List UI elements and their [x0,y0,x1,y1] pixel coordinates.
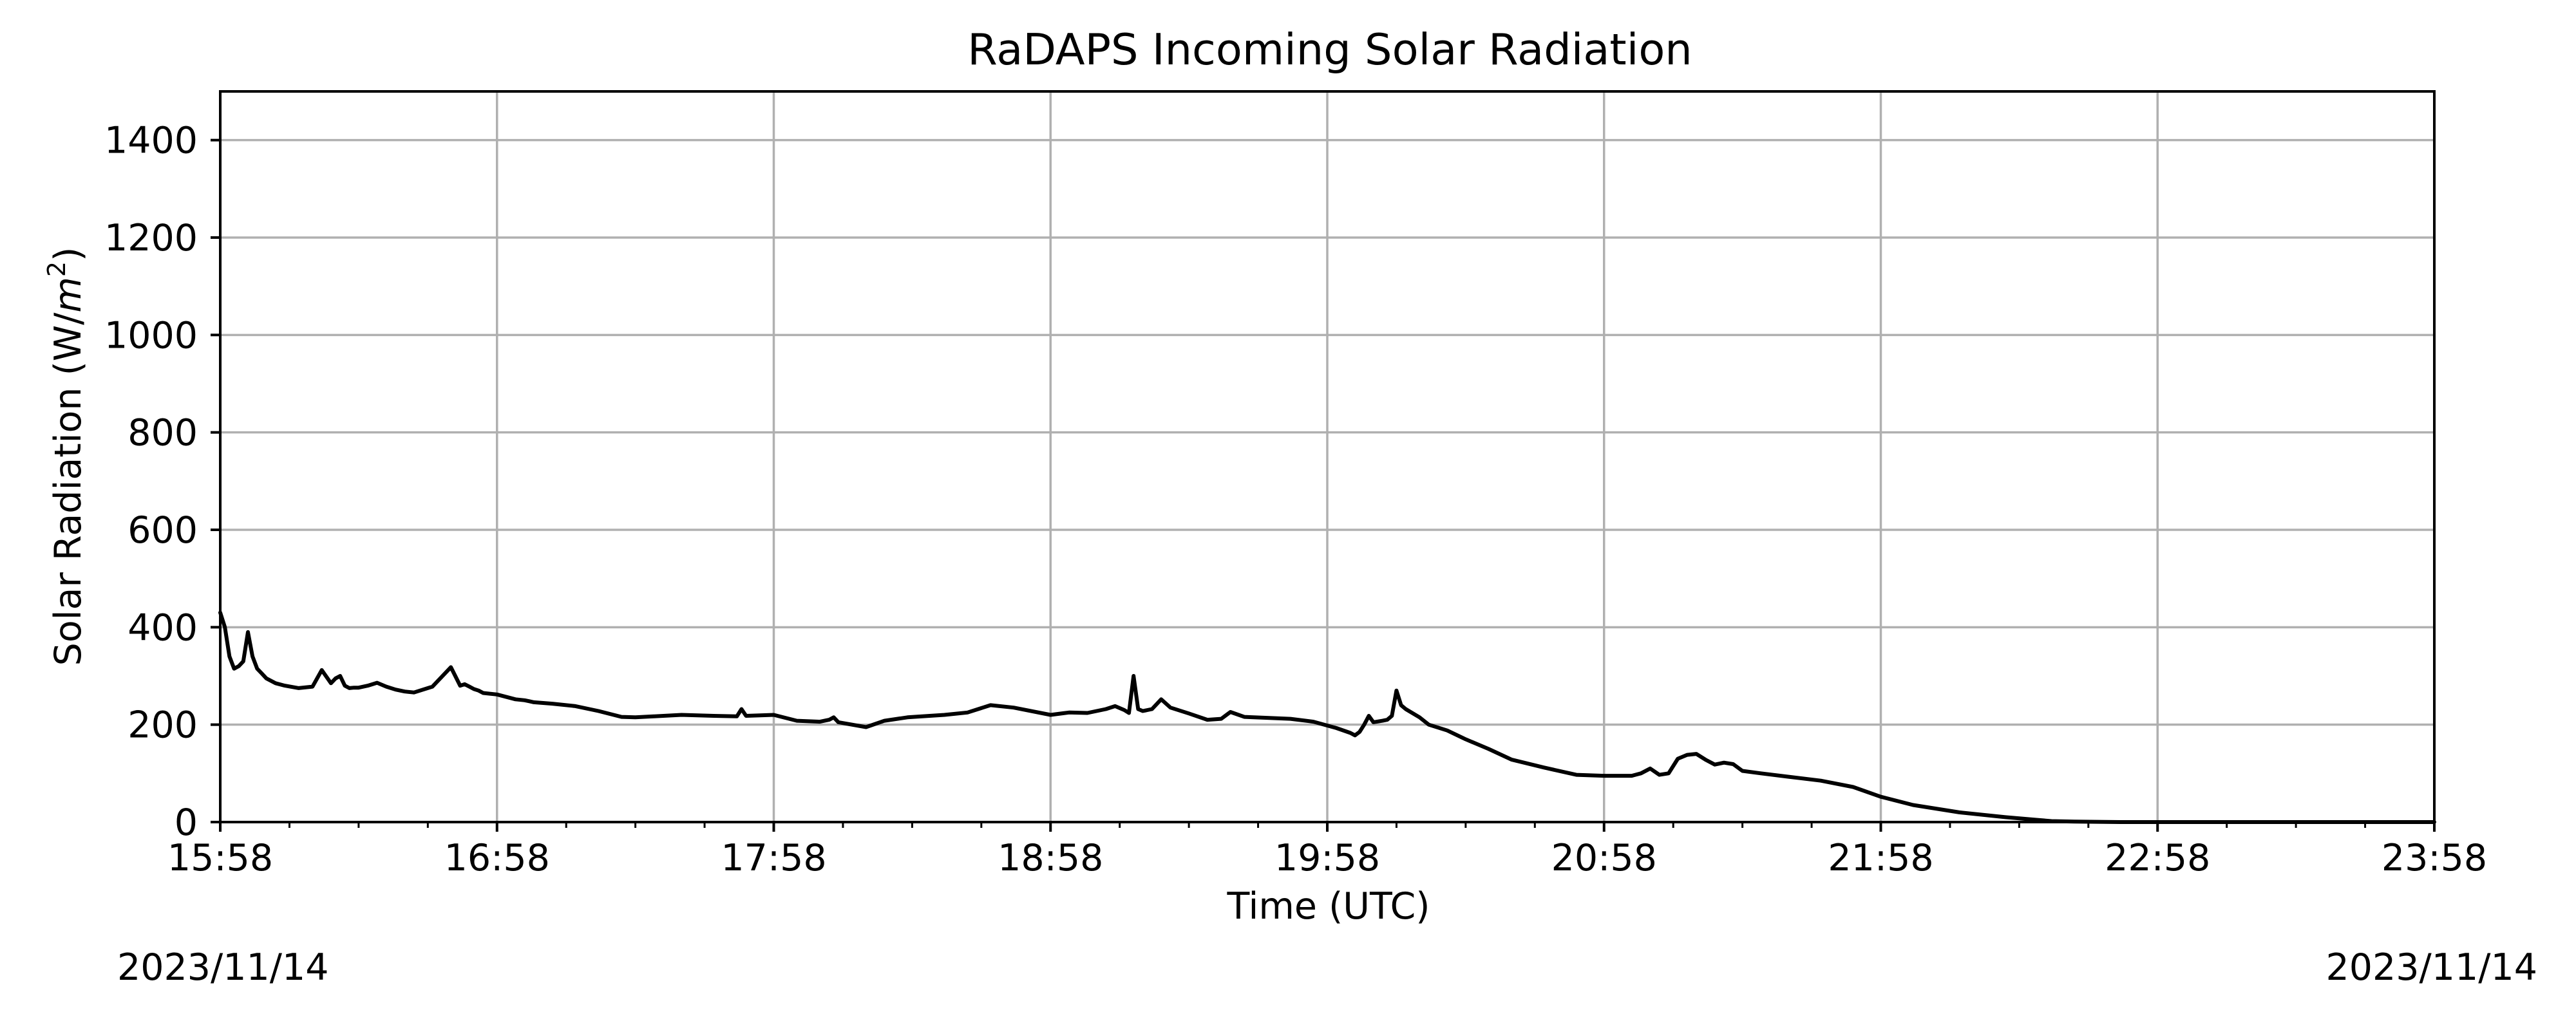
grid-lines [219,91,2436,823]
x-tick-label: 19:58 [1274,837,1380,879]
y-tick-label: 1400 [104,120,198,162]
y-tick-label: 400 [128,606,198,649]
y-axis-label-main: Solar Radiation (W/ [47,312,90,666]
date-label-left: 2023/11/14 [117,946,329,989]
x-tick-label: 16:58 [444,837,550,879]
chart-title: RaDAPS Incoming Solar Radiation [967,24,1692,75]
date-label-right: 2023/11/14 [2325,946,2537,989]
y-axis-label-close: ) [47,247,90,261]
series-line-solar-radiation [218,610,2436,824]
x-axis-label: Time (UTC) [1226,885,1430,928]
x-tick-label: 17:58 [721,837,826,879]
x-tick-label: 18:58 [998,837,1103,879]
y-tick-label: 1200 [104,217,198,259]
y-tick-label: 200 [128,704,198,747]
y-tick-label: 0 [175,801,198,844]
x-tick-label: 22:58 [2105,837,2210,879]
x-tick-label: 15:58 [167,837,273,879]
y-tick-label: 800 [128,412,198,454]
y-axis-label-unit: m [47,277,90,313]
x-tick-label: 23:58 [2382,837,2487,879]
y-tick-label: 600 [128,509,198,552]
y-axis-ticks: 0 200 400 600 800 1000 1200 1400 [104,120,220,844]
x-axis-ticks: 15:58 16:58 17:58 18:58 19:58 20:58 21:58 22:58… [167,822,2487,879]
y-axis-label: Solar Radiation (W/m2) [43,247,90,666]
x-tick-label: 21:58 [1828,837,1933,879]
y-tick-label: 1000 [104,314,198,357]
y-axis-label-exponent: 2 [43,261,71,277]
x-tick-label: 20:58 [1551,837,1657,879]
